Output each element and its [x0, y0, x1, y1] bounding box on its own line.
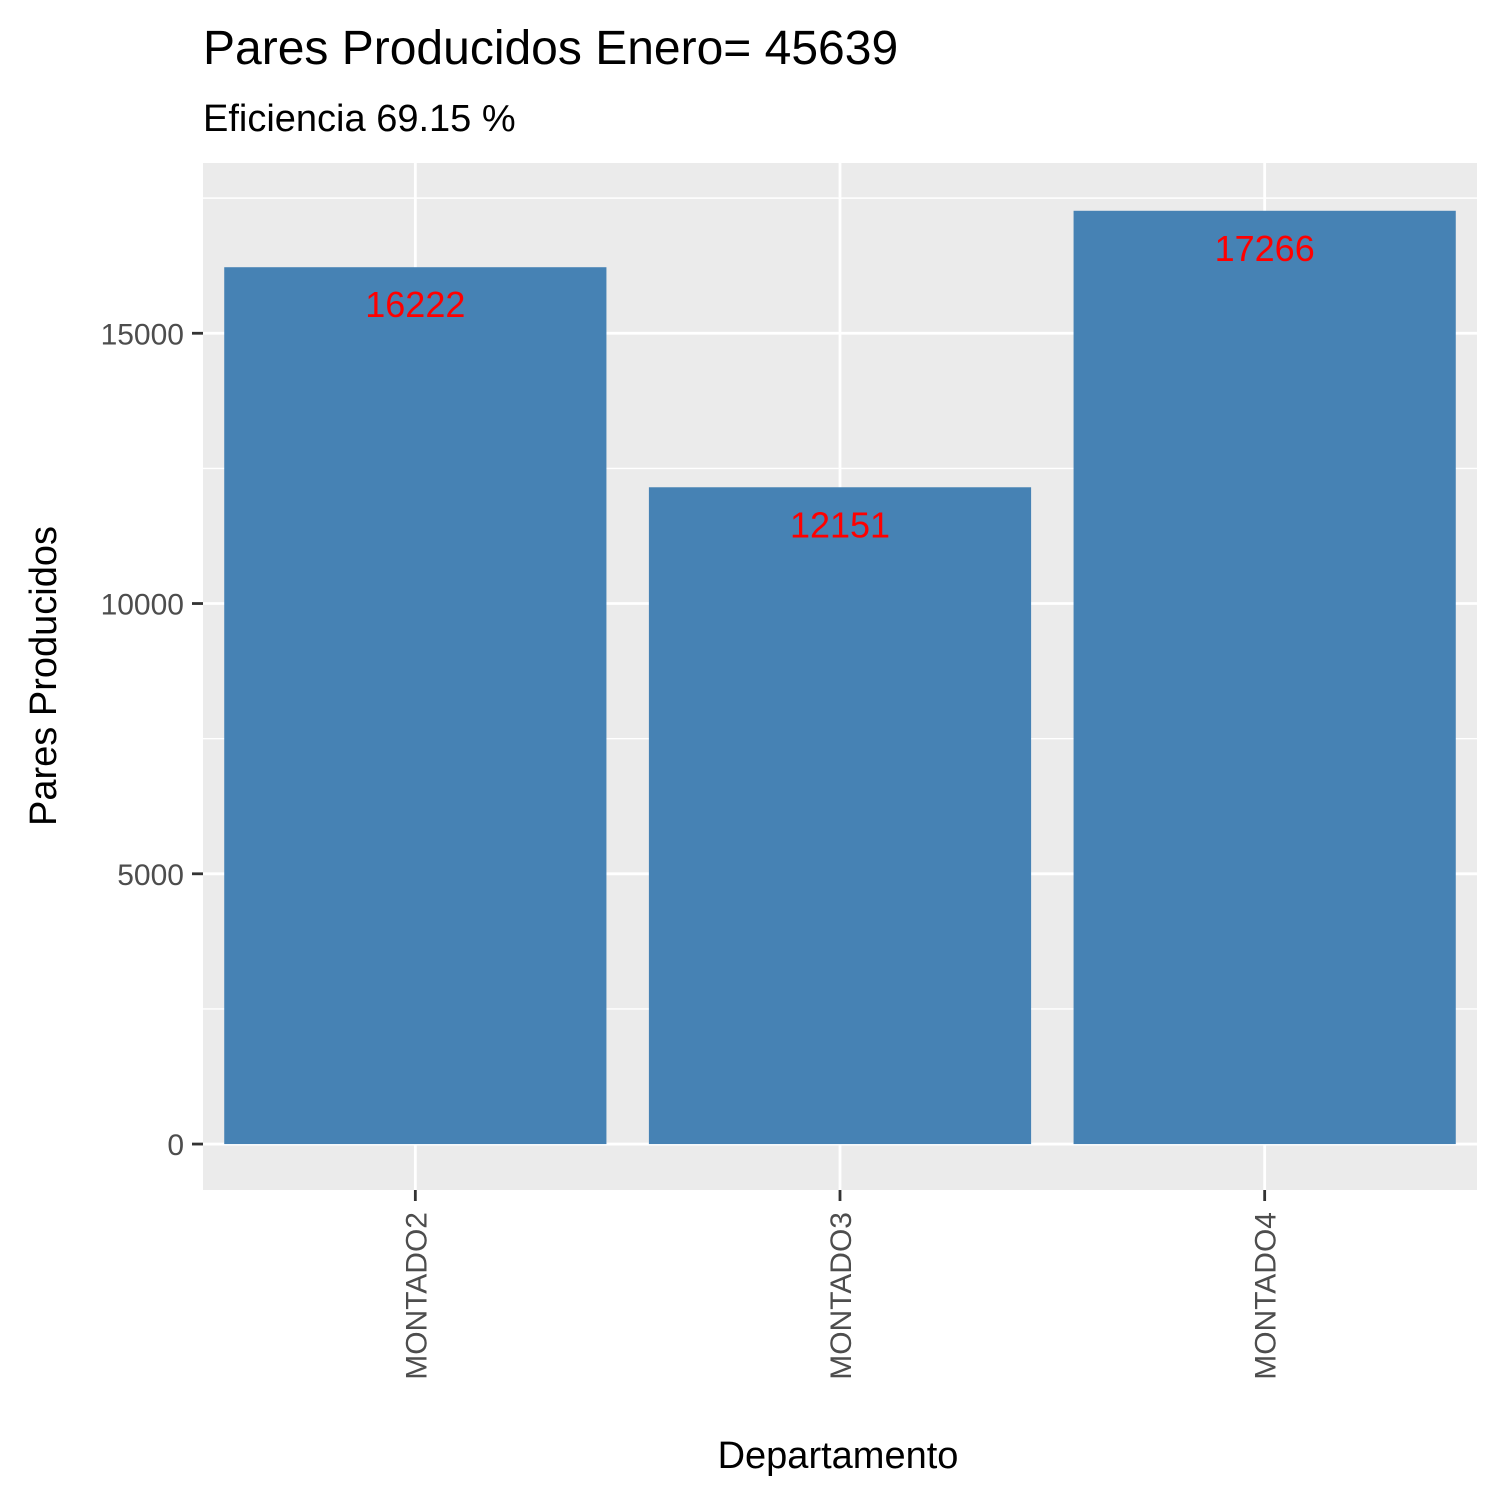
y-tick-label: 0 [167, 1129, 184, 1162]
chart-subtitle: Eficiencia 69.15 % [203, 98, 516, 140]
x-axis: MONTADO2 MONTADO3 MONTADO4 [400, 1190, 1283, 1380]
x-axis-title: Departamento [718, 1435, 959, 1477]
y-axis: 0 5000 10000 15000 [101, 318, 203, 1162]
data-label-montado2: 16222 [365, 284, 465, 325]
bar-montado2 [224, 267, 607, 1145]
x-tick-label-montado3: MONTADO3 [825, 1212, 858, 1380]
data-label-montado4: 17266 [1215, 228, 1315, 269]
y-tick-label: 10000 [101, 589, 184, 622]
y-axis-title: Pares Producidos [23, 526, 65, 826]
data-label-montado3: 12151 [790, 504, 890, 545]
chart-title: Pares Producidos Enero= 45639 [203, 22, 898, 75]
x-tick-label-montado4: MONTADO4 [1250, 1212, 1283, 1380]
x-tick-label-montado2: MONTADO2 [400, 1212, 433, 1380]
bar-montado3 [648, 487, 1032, 1145]
y-tick-label: 5000 [117, 859, 184, 892]
bar-montado4 [1073, 210, 1456, 1145]
y-tick-label: 15000 [101, 318, 184, 351]
data-labels: 16222 12151 17266 [365, 228, 1314, 545]
bars [224, 210, 1456, 1145]
